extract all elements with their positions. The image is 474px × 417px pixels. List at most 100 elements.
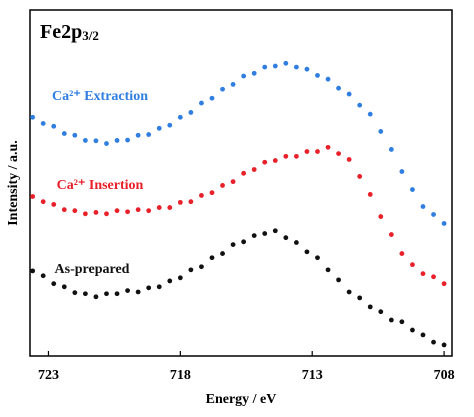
data-point (293, 240, 299, 245)
data-point (93, 294, 99, 300)
data-point (156, 125, 162, 131)
data-point (262, 231, 268, 236)
data-point (104, 211, 109, 217)
data-point (104, 141, 109, 146)
data-point (283, 235, 289, 241)
data-point (399, 169, 405, 174)
data-point (441, 221, 447, 226)
plot-frame (29, 9, 453, 357)
data-point (431, 274, 436, 280)
data-point (346, 157, 352, 162)
title-main: Fe2p (40, 21, 82, 43)
data-point (241, 239, 247, 245)
data-point (40, 199, 46, 205)
data-point (167, 278, 173, 284)
data-point (220, 183, 225, 188)
data-point (72, 208, 78, 214)
data-point (420, 204, 426, 209)
data-point (262, 159, 268, 165)
data-point (61, 207, 67, 213)
data-point (40, 273, 46, 279)
data-point (388, 147, 394, 152)
data-point (146, 208, 152, 214)
data-point (104, 291, 109, 297)
data-point (51, 202, 57, 207)
data-point (325, 76, 331, 82)
data-point (188, 199, 194, 205)
data-point (410, 262, 415, 268)
y-axis-label: Intensity / a.u. (6, 140, 21, 226)
data-point (420, 332, 426, 338)
chart-title: Fe2p3/2 (40, 21, 99, 43)
data-point (283, 153, 289, 159)
x-tick-label: 718 (170, 368, 191, 383)
data-point (199, 100, 204, 106)
data-point (399, 319, 405, 325)
data-point (146, 285, 152, 291)
data-point (188, 110, 194, 115)
data-point (272, 228, 278, 234)
data-point (72, 132, 78, 138)
data-point (357, 295, 363, 301)
data-point (125, 288, 130, 294)
data-point (357, 174, 363, 179)
data-point (367, 192, 373, 197)
series-label: Ca²⁺ Extraction (52, 89, 148, 104)
data-point (51, 123, 57, 129)
data-point (125, 137, 130, 143)
series-label: As-prepared (55, 262, 130, 277)
data-point (209, 95, 215, 101)
data-point (378, 129, 384, 134)
data-point (357, 102, 363, 108)
data-point (30, 114, 36, 120)
data-point (220, 86, 225, 92)
data-point (378, 214, 384, 219)
data-point (346, 91, 352, 97)
data-point (336, 85, 341, 91)
data-point (441, 281, 447, 287)
data-point (82, 138, 88, 143)
x-axis-label: Energy / eV (206, 392, 277, 407)
data-point (135, 207, 141, 213)
data-point (177, 275, 183, 281)
data-point (61, 131, 67, 136)
data-point (177, 114, 183, 120)
data-point (61, 284, 67, 290)
data-point (114, 291, 120, 297)
data-point (230, 242, 236, 247)
data-point (399, 251, 405, 256)
data-point (378, 309, 384, 315)
data-point (293, 64, 299, 70)
data-point (304, 149, 310, 154)
data-point (230, 179, 236, 185)
data-point (272, 158, 278, 163)
data-point (251, 233, 257, 238)
data-point (315, 255, 320, 261)
data-point (135, 289, 141, 295)
data-point (262, 64, 268, 70)
data-point (40, 121, 46, 126)
title-subscript: 3/2 (82, 28, 99, 43)
data-point (293, 153, 299, 159)
data-point (304, 249, 310, 255)
data-point (125, 209, 130, 215)
data-point (251, 70, 257, 76)
data-point (114, 208, 120, 214)
data-point (304, 66, 310, 72)
series-label: Ca²⁺ Insertion (57, 178, 144, 193)
data-point (367, 304, 373, 310)
data-point (230, 81, 236, 87)
data-point (135, 132, 141, 138)
data-point (420, 271, 426, 277)
data-point (388, 232, 394, 237)
data-point (30, 268, 36, 274)
data-point (51, 281, 57, 287)
data-point (156, 205, 162, 210)
data-point (146, 132, 152, 137)
x-tick-label: 708 (434, 368, 455, 383)
data-point (410, 327, 415, 333)
data-point (251, 167, 257, 172)
data-point (199, 193, 204, 198)
x-tick-label: 723 (38, 368, 59, 383)
